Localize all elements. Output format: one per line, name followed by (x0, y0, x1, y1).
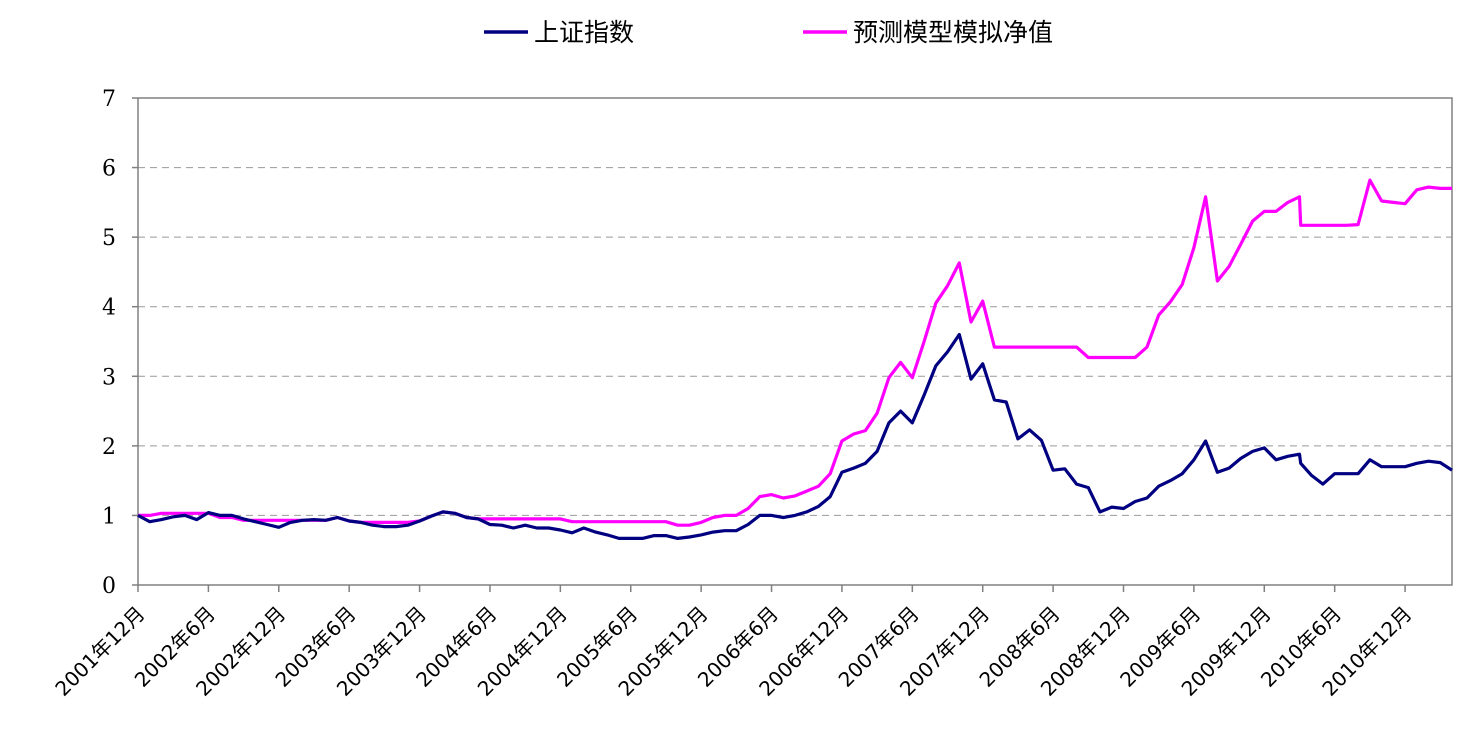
x-tick-label: 2001年12月 (50, 602, 149, 701)
y-tick-label: 5 (102, 226, 116, 251)
plot-area-frame (137, 97, 1453, 586)
series-line-0 (137, 332, 1453, 540)
y-tick-label: 0 (102, 574, 116, 599)
y-tick-label: 3 (102, 365, 116, 390)
x-axis: 2001年12月2002年6月2002年12月2003年6月2003年12月20… (50, 585, 1417, 701)
y-tick-label: 2 (102, 435, 116, 460)
legend-label-0: 上证指数 (534, 18, 634, 47)
y-tick-label: 6 (102, 157, 116, 182)
gridlines (138, 167, 1452, 516)
series-line-1 (138, 178, 1452, 527)
legend-label-1: 预测模型模拟净值 (853, 18, 1053, 47)
y-tick-label: 4 (102, 296, 116, 321)
y-axis: 0 1 2 3 4 5 6 7 (102, 87, 138, 599)
series-lines (137, 178, 1453, 540)
y-tick-label: 1 (102, 504, 116, 529)
legend: 上证指数 预测模型模拟净值 (484, 18, 1053, 47)
y-tick-label: 7 (102, 87, 116, 112)
